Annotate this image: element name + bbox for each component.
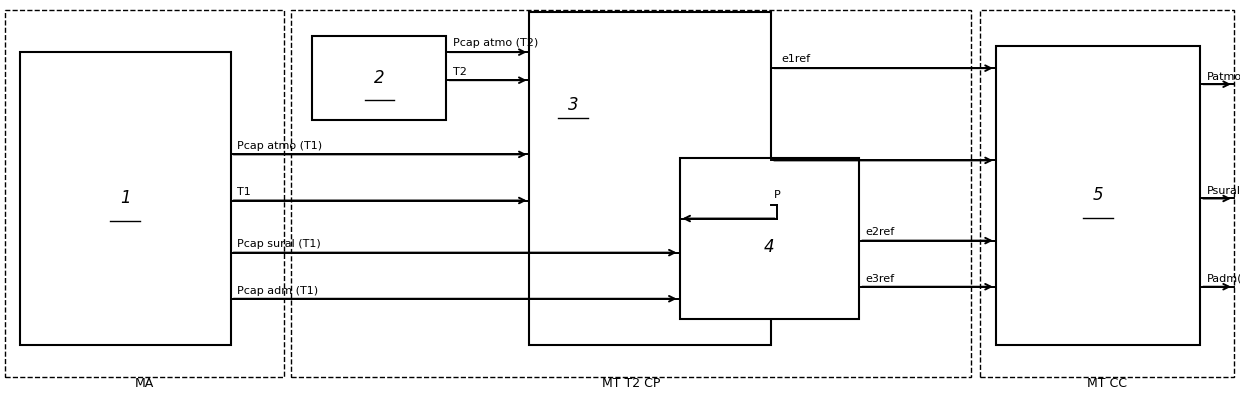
Text: 4: 4	[764, 238, 775, 255]
Text: e2ref: e2ref	[866, 227, 895, 237]
Text: T2: T2	[453, 67, 466, 77]
Text: Psural(T): Psural(T)	[1207, 185, 1240, 195]
Bar	[529, 12, 771, 345]
Text: MT CC: MT CC	[1086, 377, 1127, 390]
Bar	[20, 52, 231, 345]
Text: Pcap sural (T1): Pcap sural (T1)	[237, 239, 321, 249]
Text: 5: 5	[1092, 186, 1104, 205]
Text: Pcap atmo (T2): Pcap atmo (T2)	[453, 38, 538, 48]
Text: 3: 3	[568, 96, 578, 114]
Bar	[5, 10, 284, 377]
Bar	[680, 158, 859, 319]
Bar	[291, 10, 971, 377]
Text: MA: MA	[135, 377, 154, 390]
Bar	[980, 10, 1234, 377]
Bar	[312, 36, 446, 120]
Text: Patmo(T): Patmo(T)	[1207, 71, 1240, 81]
Text: 2: 2	[374, 69, 384, 87]
Text: Padm(T): Padm(T)	[1207, 273, 1240, 284]
Bar	[996, 46, 1200, 345]
Text: P: P	[774, 190, 780, 200]
Text: MT T2 CP: MT T2 CP	[601, 377, 661, 390]
Text: e1ref: e1ref	[781, 54, 810, 64]
Text: Pcap atmo (T1): Pcap atmo (T1)	[237, 141, 322, 151]
Text: T1: T1	[237, 187, 250, 197]
Text: Pcap adm (T1): Pcap adm (T1)	[237, 286, 317, 296]
Text: e3ref: e3ref	[866, 273, 894, 284]
Text: 1: 1	[120, 190, 130, 207]
